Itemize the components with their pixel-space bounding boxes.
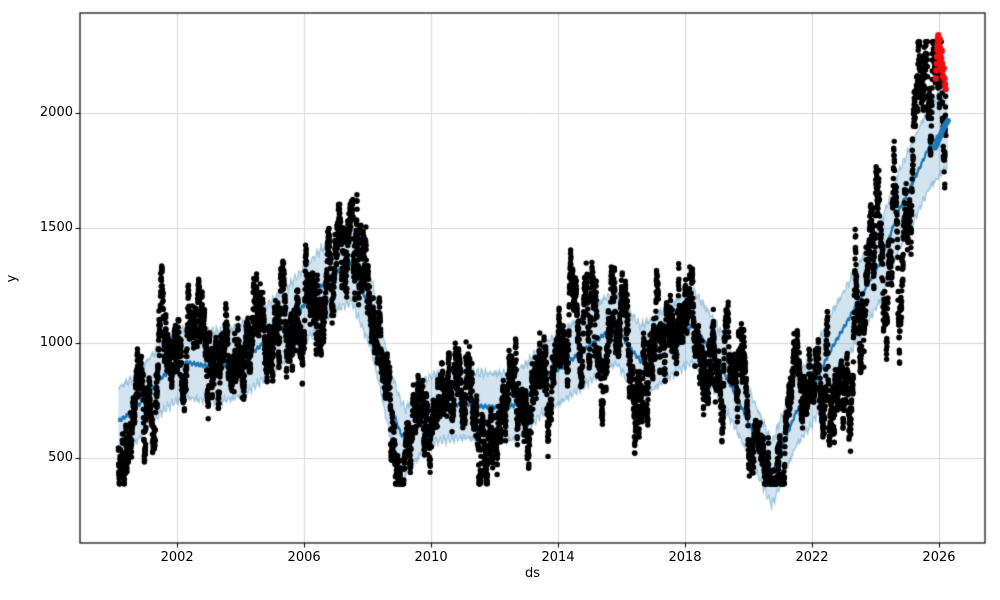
y-tick-label: 2000 — [39, 105, 73, 121]
x-tick-label: 2018 — [668, 550, 702, 565]
x-tick-label: 2022 — [795, 550, 829, 565]
y-axis-label: y — [4, 274, 20, 283]
y-tick-label: 1000 — [39, 334, 73, 350]
y-tick-label: 500 — [48, 449, 73, 465]
y-tick-label: 1500 — [39, 219, 73, 235]
x-tick-label: 2010 — [414, 550, 448, 565]
x-tick-label: 2006 — [287, 550, 321, 565]
x-tick-label: 2002 — [160, 550, 194, 565]
x-tick-label: 2014 — [541, 550, 575, 565]
x-tick-label: 2026 — [922, 550, 956, 565]
x-axis-label: ds — [524, 566, 541, 581]
